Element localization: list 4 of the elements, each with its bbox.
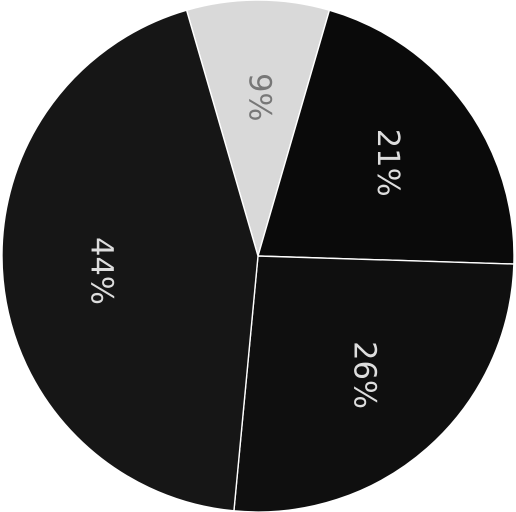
data-label: 21% <box>378 130 401 195</box>
data-label: 44% <box>91 238 114 304</box>
data-label: 9% <box>249 74 272 120</box>
data-label: 26% <box>354 343 378 408</box>
